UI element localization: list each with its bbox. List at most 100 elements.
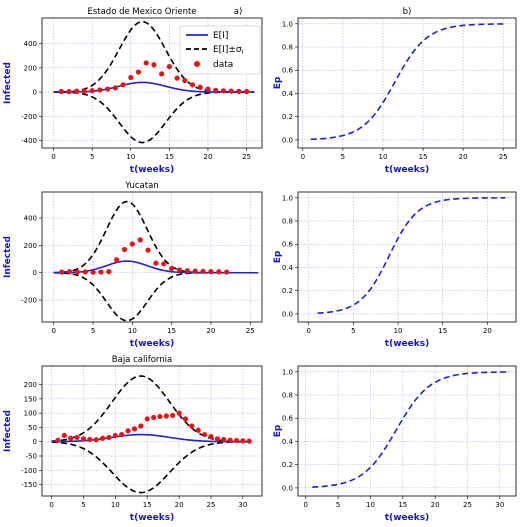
panel-baja-ep: 0 5 10 15 20 25 30 0.0 0.2 0.4 0.6 0.8 1.0 t(weeks) Ep	[273, 365, 517, 523]
y-tick-label: 0.0	[282, 484, 293, 492]
y-tick-label: 0.4	[282, 438, 294, 446]
x-axis-label: t(weeks)	[385, 513, 429, 523]
legend-band-subscript: I	[242, 49, 244, 56]
y-tick-label: 150	[24, 395, 37, 403]
y-tick-label: 0.2	[282, 461, 293, 469]
data-point	[81, 88, 88, 94]
y-axis-label: Infected	[3, 236, 13, 278]
data-point	[200, 268, 206, 274]
data-point	[184, 268, 190, 274]
y-tick-label: 0.4	[282, 264, 294, 272]
band-lower-line	[51, 440, 250, 494]
y-tick-label: 1.0	[282, 194, 293, 202]
x-tick-label: 5	[351, 327, 355, 335]
y-tick-label: -200	[21, 297, 37, 305]
ep-line	[317, 197, 506, 314]
data-point	[182, 77, 188, 84]
data-point	[58, 88, 64, 95]
x-tick-label: 5	[91, 327, 95, 335]
data-point	[128, 74, 134, 81]
axes-frame	[41, 365, 263, 497]
x-axis-label: t(weeks)	[385, 165, 429, 175]
data-point	[151, 62, 157, 68]
data-point	[82, 269, 88, 275]
band-upper-line	[53, 200, 259, 274]
x-tick-label: 20	[175, 501, 184, 509]
y-axis-label: Ep	[273, 250, 283, 263]
data-point	[135, 69, 142, 75]
y-tick-label: -200	[21, 113, 37, 121]
data-point	[112, 85, 118, 91]
y-tick-label: 200	[24, 242, 37, 250]
x-tick-label: 10	[394, 327, 403, 335]
data-point	[170, 412, 176, 419]
data-point	[166, 63, 172, 70]
x-tick-label: 20	[204, 153, 213, 161]
axes-frame	[297, 365, 517, 497]
data-point	[202, 431, 208, 438]
data-point	[159, 71, 165, 77]
data-point	[120, 82, 126, 88]
panel-letter: b)	[403, 7, 412, 17]
data-point	[74, 269, 80, 275]
data-point	[157, 413, 163, 420]
y-tick-label: -100	[21, 467, 37, 475]
data-point	[246, 438, 252, 444]
data-point	[121, 246, 128, 253]
axes-frame	[297, 191, 517, 323]
data-point	[61, 432, 67, 439]
y-tick-label: 200	[24, 64, 37, 72]
data-point	[131, 426, 138, 432]
data-point	[189, 423, 195, 429]
x-axis-label: t(weeks)	[130, 339, 174, 349]
data-point	[90, 269, 96, 275]
x-tick-label: 20	[206, 327, 215, 335]
legend-data-label: data	[213, 60, 233, 70]
data-point	[192, 268, 198, 274]
y-tick-label: -50	[26, 453, 37, 461]
band-upper-line	[51, 375, 250, 443]
data-point	[216, 269, 222, 275]
data-point	[208, 269, 214, 275]
data-point	[66, 269, 73, 275]
y-tick-label: 200	[24, 381, 37, 389]
y-tick-label: 0	[33, 89, 37, 97]
ep-line	[312, 371, 507, 488]
data-point	[205, 86, 211, 92]
x-tick-label: 0	[306, 327, 310, 335]
band-lower-line	[53, 271, 259, 322]
data-point	[174, 75, 180, 81]
expected-line	[53, 260, 259, 274]
x-tick-label: 15	[398, 501, 407, 509]
data-point	[97, 87, 103, 93]
data-point	[89, 88, 95, 94]
data-point	[236, 88, 242, 94]
gridlines	[298, 366, 516, 496]
y-tick-label: 0.0	[282, 136, 293, 144]
data-point	[221, 436, 227, 443]
data-point	[197, 84, 203, 90]
x-tick-label: 0	[51, 153, 55, 161]
data-point	[55, 437, 61, 443]
x-tick-label: 0	[49, 501, 53, 509]
data-point	[68, 435, 74, 441]
panel-yucatan-ep: 0 5 10 15 20 0.0 0.2 0.4 0.6 0.8 1.0 t(weeks) Ep	[273, 191, 517, 349]
x-tick-label: 10	[366, 501, 375, 509]
y-tick-label: -400	[21, 137, 37, 145]
data-point	[137, 237, 143, 243]
data-point	[106, 434, 112, 441]
gridlines	[298, 18, 516, 148]
data-point	[125, 428, 131, 434]
y-tick-label: 50	[28, 424, 37, 432]
data-point	[145, 247, 151, 253]
y-tick-label: 0	[33, 438, 37, 446]
data-point	[98, 269, 104, 275]
x-axis-label: t(weeks)	[130, 513, 174, 523]
data-point	[59, 269, 65, 275]
data-point	[182, 416, 189, 422]
y-tick-label: 0.2	[282, 113, 293, 121]
y-tick-label: 0.6	[282, 415, 294, 423]
data-point	[213, 87, 219, 93]
x-tick-label: 15	[438, 327, 447, 335]
data-point	[176, 267, 183, 273]
